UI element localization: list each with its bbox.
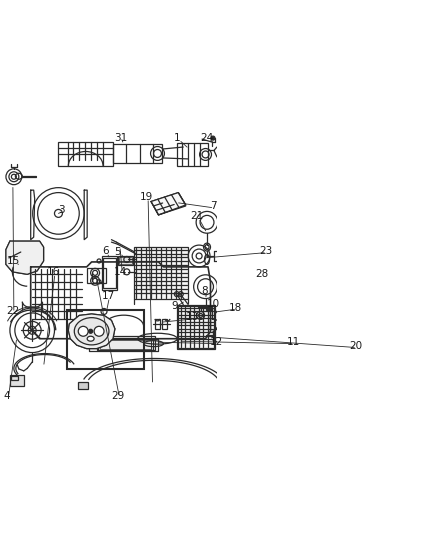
Bar (98, 339, 152, 350)
Bar (97, 336, 155, 350)
Bar (162, 319, 167, 329)
Circle shape (211, 136, 215, 140)
Circle shape (94, 326, 104, 336)
Text: 12: 12 (210, 337, 223, 347)
Bar (11, 376, 18, 380)
Bar (102, 256, 117, 289)
Bar (58, 142, 113, 166)
Text: 8: 8 (202, 286, 208, 296)
Bar (177, 143, 208, 166)
Text: 19: 19 (140, 191, 153, 201)
Bar (103, 258, 116, 288)
Bar (177, 304, 215, 349)
Bar (118, 256, 133, 265)
Text: 15: 15 (7, 256, 21, 266)
Ellipse shape (74, 318, 109, 345)
Text: 13: 13 (186, 312, 199, 322)
Circle shape (78, 326, 88, 336)
Text: 5: 5 (115, 247, 121, 257)
Ellipse shape (87, 336, 94, 341)
Text: 23: 23 (259, 246, 272, 256)
Text: 21: 21 (191, 212, 204, 221)
Text: 9: 9 (171, 301, 178, 311)
Text: 7: 7 (210, 201, 216, 212)
Bar (100, 340, 151, 349)
Bar (219, 358, 224, 367)
Bar (67, 311, 144, 369)
Bar (10, 375, 24, 386)
Text: 4: 4 (4, 391, 10, 401)
Text: 22: 22 (6, 306, 19, 317)
Polygon shape (151, 192, 186, 215)
Text: 6: 6 (102, 246, 109, 256)
Text: 28: 28 (255, 269, 268, 279)
Bar (178, 305, 214, 348)
Text: 1: 1 (174, 133, 180, 143)
Text: 3: 3 (59, 205, 65, 215)
Text: 14: 14 (114, 267, 127, 277)
Text: 10: 10 (206, 299, 219, 309)
Text: 16: 16 (47, 267, 60, 277)
Bar (113, 144, 162, 163)
Bar (218, 380, 228, 387)
Bar (206, 306, 212, 311)
Polygon shape (68, 314, 115, 349)
Text: 24: 24 (201, 133, 214, 143)
Text: 18: 18 (229, 303, 242, 312)
Bar (218, 357, 226, 368)
Bar (87, 268, 106, 282)
Text: 31: 31 (114, 133, 127, 143)
Bar (119, 257, 132, 264)
Text: 20: 20 (349, 341, 362, 351)
Bar (155, 319, 160, 329)
Bar (134, 247, 188, 299)
Text: 17: 17 (101, 290, 115, 301)
Polygon shape (6, 241, 44, 274)
Circle shape (88, 329, 92, 333)
Text: 11: 11 (286, 337, 300, 347)
Text: 29: 29 (111, 391, 124, 401)
Bar (78, 382, 88, 389)
